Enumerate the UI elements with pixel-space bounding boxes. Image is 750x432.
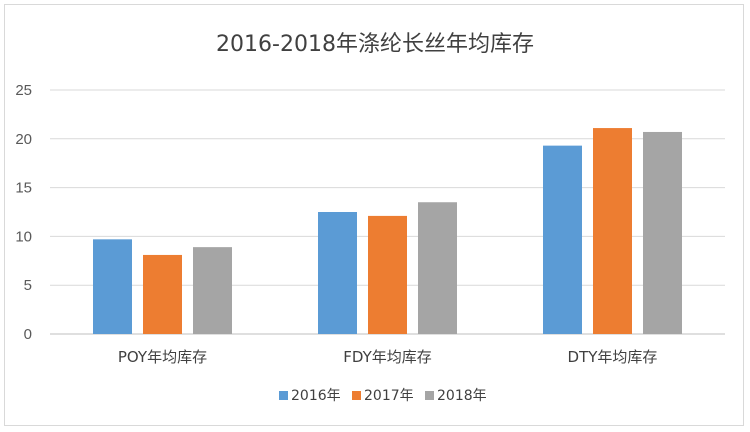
bar <box>368 215 407 334</box>
category-labels: POY年均库存 FDY年均库存 DTY年均库存 <box>118 348 658 366</box>
y-tick-label: 0 <box>24 326 32 343</box>
y-tick-label: 25 <box>15 82 32 99</box>
legend-swatch <box>425 391 434 400</box>
chart-title: 2016-2018年涤纶长丝年均库存 <box>216 32 534 57</box>
bar <box>643 131 682 334</box>
y-tick-label: 5 <box>24 277 32 294</box>
x-category-label: FDY年均库存 <box>343 348 432 366</box>
x-category-label: DTY年均库存 <box>568 348 658 366</box>
y-tick-label: 10 <box>15 228 32 245</box>
legend-swatch <box>352 391 361 400</box>
y-tick-label: 15 <box>15 180 32 197</box>
bar <box>543 145 582 334</box>
legend-label: 2017年 <box>364 388 414 404</box>
x-category-label: POY年均库存 <box>118 348 207 366</box>
y-tick-label: 20 <box>15 131 32 148</box>
bar <box>418 202 457 334</box>
legend-swatch <box>279 391 288 400</box>
legend-label: 2018年 <box>437 388 487 404</box>
legend: 2016年 2017年 2018年 <box>279 388 487 404</box>
bar <box>93 239 132 334</box>
bar <box>143 254 182 334</box>
bar <box>318 212 357 334</box>
bar <box>193 247 232 334</box>
legend-label: 2016年 <box>291 388 341 404</box>
y-axis-ticks: 0 5 10 15 20 25 <box>15 82 32 343</box>
bar <box>593 128 632 334</box>
bars <box>93 128 682 334</box>
